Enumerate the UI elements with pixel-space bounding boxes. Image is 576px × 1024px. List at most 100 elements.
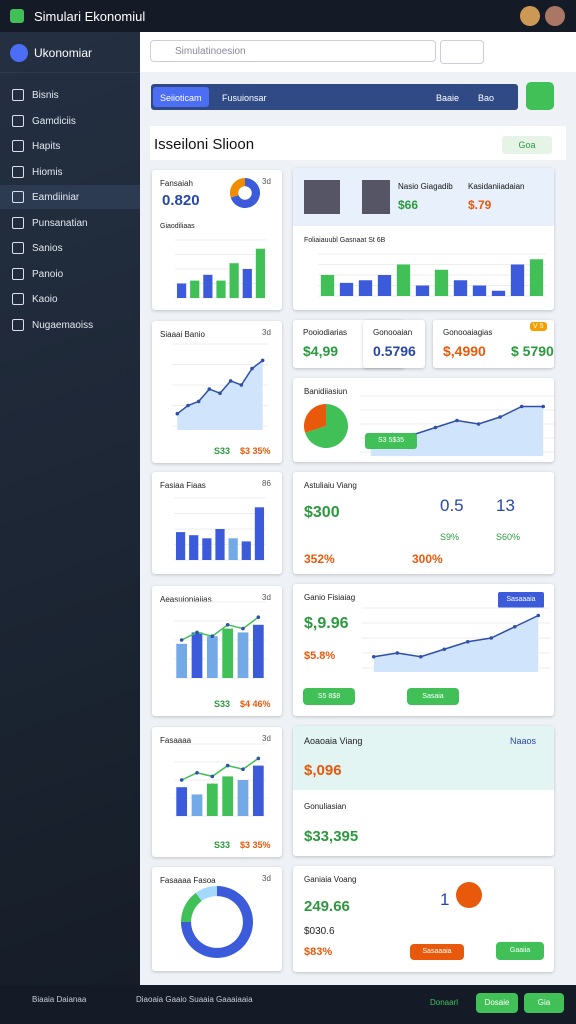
bar — [206, 783, 218, 816]
chart — [174, 497, 266, 561]
top-bar: Simulari Ekonomiul — [0, 0, 576, 32]
tab[interactable]: Baaie — [436, 93, 460, 103]
point — [179, 638, 184, 642]
sidebar-item[interactable]: Gamdiciis — [32, 115, 76, 127]
button[interactable]: Sasaia — [407, 688, 459, 705]
point — [210, 634, 215, 638]
element: Biaaia Daianaa — [32, 995, 87, 1004]
point — [260, 358, 265, 363]
area — [177, 360, 263, 430]
element — [150, 126, 566, 160]
label: Ganio Fisiaiag — [304, 593, 356, 602]
avatar[interactable] — [520, 6, 540, 26]
bar — [202, 538, 212, 560]
search-button[interactable] — [440, 40, 484, 64]
label: Fasaaaa — [160, 736, 192, 745]
label: 352% — [304, 552, 335, 566]
button[interactable]: Gaaiia — [496, 942, 544, 960]
bar — [176, 643, 188, 678]
sidebar-item[interactable]: Kaoio — [32, 294, 58, 305]
element: Diaoaia Gaaio Suaaia Gaaaiaaia — [136, 995, 253, 1004]
sidebar-icon — [12, 293, 24, 305]
sidebar-item[interactable]: Panoio — [32, 268, 64, 280]
bar — [453, 280, 468, 296]
bar — [176, 787, 188, 816]
label: Naaos — [510, 736, 537, 746]
label: Giaodiliaas — [160, 223, 195, 230]
label: $3 35% — [240, 840, 271, 850]
label: $4,99 — [303, 343, 339, 359]
point — [476, 422, 481, 426]
photo — [362, 180, 390, 214]
bar — [529, 259, 544, 296]
badge: Sasaaaia — [498, 592, 544, 608]
bar — [491, 290, 506, 296]
point — [465, 639, 470, 644]
search[interactable]: Simulatinoesion — [150, 40, 436, 62]
tab-bar — [151, 84, 518, 110]
button[interactable]: S3 5$35 — [365, 433, 417, 449]
button[interactable]: Sasaaaia — [410, 944, 464, 960]
bar — [339, 282, 354, 296]
sidebar-icon — [12, 242, 24, 254]
sidebar-item[interactable]: Nugaemaoiss — [32, 319, 94, 331]
label: $3 35% — [240, 446, 271, 456]
tab[interactable]: Seiioticam — [160, 93, 202, 103]
point — [239, 383, 244, 387]
element[interactable]: Gia — [524, 993, 564, 1013]
label: Siaaai Banio — [160, 330, 205, 339]
label: Foliaiauubl Gasnaat St 6B — [304, 237, 386, 244]
point — [442, 647, 447, 652]
chart — [172, 343, 268, 430]
sidebar-icon — [12, 267, 24, 280]
label: $,9.96 — [304, 615, 349, 632]
sidebar-item[interactable]: Eamdiiniar — [32, 192, 80, 203]
bar — [242, 269, 252, 298]
point — [256, 756, 261, 761]
bar — [189, 535, 199, 560]
bottom-bar: Biaaia Daianaa Diaoaia Gaaio Suaaia Gaaa… — [0, 985, 576, 1024]
point — [433, 425, 438, 430]
label: S60% — [496, 532, 521, 542]
tab[interactable]: Bao — [478, 93, 495, 103]
section-button[interactable]: Goa — [502, 136, 552, 154]
point — [519, 404, 524, 409]
section-title: Isseiloni Slioon — [154, 136, 255, 153]
bar — [510, 264, 525, 296]
sidebar-item[interactable]: Bisnis — [32, 90, 59, 101]
point — [498, 415, 502, 419]
card — [363, 320, 425, 368]
bar — [237, 780, 249, 816]
sidebar-item[interactable]: Sanios — [32, 243, 63, 254]
point — [210, 774, 215, 779]
sidebar-icon — [12, 318, 24, 331]
label: Gonooaian — [373, 328, 413, 337]
sidebar-item[interactable]: Punsanatian — [32, 217, 88, 229]
label: S33 — [214, 840, 231, 850]
avatar[interactable] — [545, 6, 565, 26]
point — [536, 613, 541, 618]
hole — [191, 896, 243, 948]
element[interactable]: Donaarl — [430, 998, 459, 1007]
bar — [237, 632, 249, 678]
app-title: Simulari Ekonomiul — [34, 9, 146, 24]
sidebar-item[interactable]: Hapits — [32, 141, 61, 152]
point — [186, 403, 190, 408]
label: 3d — [262, 593, 271, 602]
label: $.79 — [468, 198, 492, 212]
point — [241, 767, 245, 771]
label: S9% — [440, 532, 460, 542]
button[interactable]: S5 8$8 — [303, 688, 355, 705]
line — [181, 757, 259, 781]
element[interactable]: Dosaie — [476, 993, 518, 1013]
bar — [434, 269, 449, 296]
tab[interactable]: Fusuionsar — [222, 93, 267, 103]
action[interactable] — [526, 82, 554, 110]
hole — [238, 186, 252, 200]
bar — [415, 285, 430, 296]
point — [371, 654, 376, 659]
sidebar-item[interactable]: Hiomis — [32, 166, 63, 178]
bar — [241, 541, 251, 560]
point — [175, 411, 180, 416]
